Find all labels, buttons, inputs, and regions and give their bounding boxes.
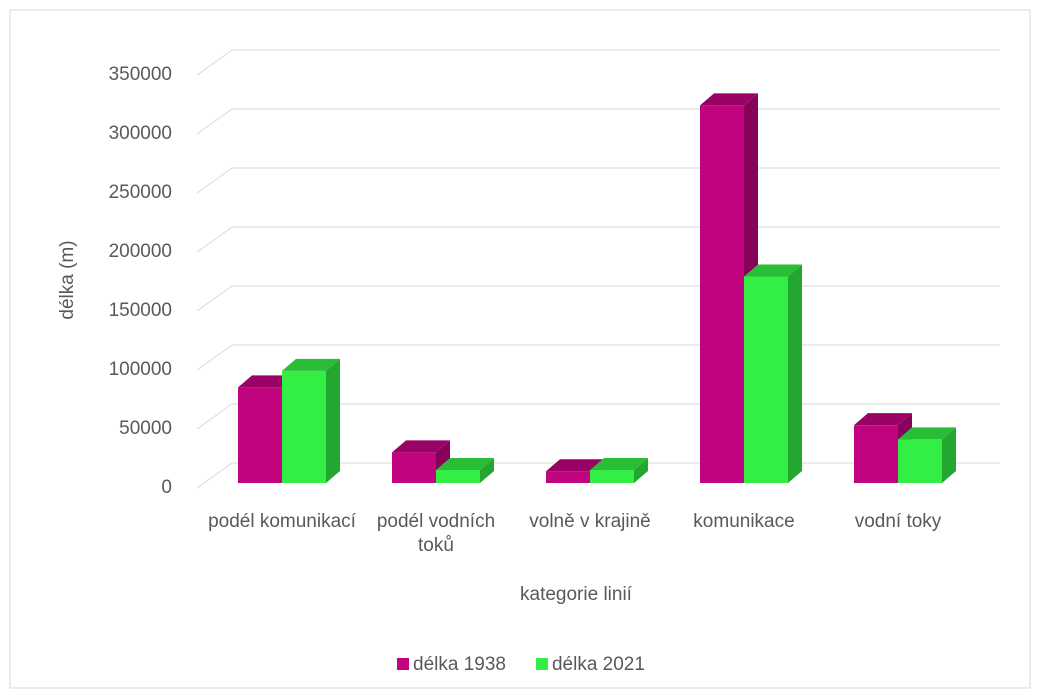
grid-line-side	[196, 462, 233, 489]
bar-top	[744, 264, 802, 277]
bar	[282, 370, 326, 483]
x-tick-label: komunikace	[693, 511, 795, 532]
bar-top	[898, 427, 956, 440]
bar	[238, 387, 282, 483]
x-tick-label: podél vodních toků	[376, 511, 496, 556]
bar-top	[238, 375, 296, 388]
bar-side	[942, 427, 956, 483]
y-tick-label: 350000	[109, 64, 172, 85]
bar	[436, 470, 480, 483]
bar-top	[854, 413, 912, 426]
chart-border	[9, 9, 1031, 689]
y-tick-label: 250000	[109, 182, 172, 203]
bar-top	[282, 358, 340, 371]
legend-label: délka 2021	[552, 654, 645, 675]
grid-line-side	[196, 344, 233, 371]
grid-line-side	[196, 403, 233, 430]
y-tick-label: 300000	[109, 123, 172, 144]
x-axis-title: kategorie linií	[520, 584, 633, 605]
grid-line-side	[196, 167, 233, 194]
y-tick-label: 200000	[109, 241, 172, 262]
bar	[854, 425, 898, 483]
x-tick-label: volně v krajině	[529, 511, 651, 532]
bar-side	[788, 264, 802, 483]
bar-top	[546, 459, 604, 472]
x-tick-label: podél komunikací	[208, 511, 356, 532]
bar-side	[634, 458, 648, 483]
legend-swatch	[397, 658, 409, 670]
bar-top	[590, 458, 648, 471]
legend-label: délka 1938	[413, 654, 506, 675]
bar-side	[326, 358, 340, 483]
grid-line-side	[196, 49, 233, 76]
y-tick-label: 0	[161, 477, 172, 498]
bar-top	[700, 93, 758, 106]
bar	[590, 470, 634, 483]
y-tick-label: 50000	[119, 418, 172, 439]
x-tick-label: vodní toky	[854, 511, 942, 532]
y-axis-title: délka (m)	[57, 240, 78, 319]
grid-line-side	[196, 108, 233, 135]
bar-top	[392, 440, 450, 453]
bar	[546, 471, 590, 483]
bar	[700, 105, 744, 484]
bar-side	[480, 458, 494, 483]
bar	[898, 439, 942, 483]
legend-swatch	[535, 658, 548, 670]
grid-line-side	[196, 285, 233, 312]
y-tick-label: 100000	[109, 359, 172, 380]
y-tick-label: 150000	[109, 300, 172, 321]
grid-line-side	[196, 226, 233, 253]
bar	[392, 452, 436, 483]
bar-top	[436, 458, 494, 471]
bar	[744, 276, 788, 483]
